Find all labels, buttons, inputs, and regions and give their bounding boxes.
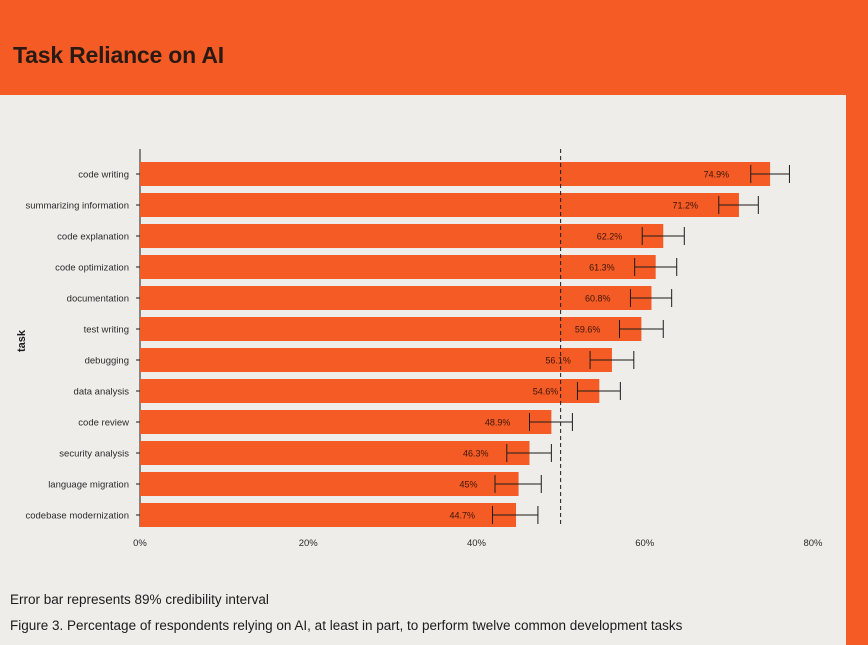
bar	[140, 224, 664, 248]
category-label: language migration	[48, 480, 129, 491]
bar	[140, 193, 739, 217]
bar	[140, 348, 612, 372]
x-tick-label: 0%	[133, 538, 147, 549]
category-label: code writing	[78, 170, 129, 181]
bar-chart: task code writing 74.9% summarizing informa…	[16, 149, 823, 549]
category-label: codebase modernization	[25, 511, 129, 522]
value-label: 44.7%	[450, 511, 476, 521]
category-label: code optimization	[55, 263, 129, 274]
y-axis-title: task	[16, 329, 28, 352]
category-label: security analysis	[59, 449, 129, 460]
category-label: debugging	[85, 356, 129, 367]
value-label: 59.6%	[575, 325, 601, 335]
x-tick-label: 20%	[299, 538, 319, 549]
bar	[140, 410, 552, 434]
category-label: data analysis	[74, 387, 130, 398]
x-tick-label: 80%	[803, 538, 823, 549]
bar	[140, 379, 600, 403]
bar	[140, 255, 656, 279]
value-label: 71.2%	[672, 201, 698, 211]
x-tick-label: 40%	[467, 538, 487, 549]
bar	[140, 162, 771, 186]
value-label: 74.9%	[704, 170, 730, 180]
category-label: summarizing information	[26, 201, 129, 212]
value-label: 62.2%	[597, 232, 623, 242]
category-label: code explanation	[57, 232, 129, 243]
value-label: 46.3%	[463, 449, 489, 459]
value-label: 45%	[460, 480, 478, 490]
accent-strip	[846, 95, 868, 645]
bar	[140, 503, 517, 527]
title-bar: Task Reliance on AI	[0, 0, 868, 95]
bar	[140, 286, 652, 310]
page-title: Task Reliance on AI	[13, 42, 224, 68]
x-tick-label: 60%	[635, 538, 655, 549]
bar	[140, 441, 530, 465]
bar	[140, 472, 519, 496]
bar	[140, 317, 642, 341]
value-label: 61.3%	[589, 263, 615, 273]
value-label: 56.1%	[545, 356, 571, 366]
value-label: 54.6%	[533, 387, 559, 397]
category-label: test writing	[84, 325, 129, 336]
category-label: documentation	[67, 294, 129, 305]
figure-caption: Figure 3. Percentage of respondents rely…	[10, 618, 683, 633]
category-label: code review	[78, 418, 129, 429]
value-label: 60.8%	[585, 294, 611, 304]
value-label: 48.9%	[485, 418, 511, 428]
error-bar-note: Error bar represents 89% credibility int…	[10, 592, 269, 607]
